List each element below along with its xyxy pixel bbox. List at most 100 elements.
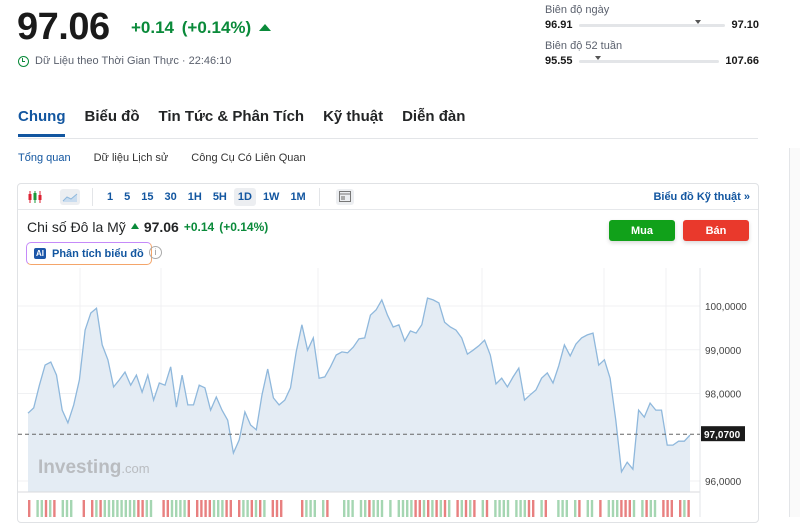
volume-bar [540,500,543,517]
volume-bar [578,500,581,517]
layout-icon[interactable] [335,188,354,205]
volume-bar [372,500,375,517]
volume-bar [259,500,262,517]
volume-bar [137,500,140,517]
area-fill [28,298,690,492]
day-range-low: 96.91 [545,19,573,31]
buy-button[interactable]: Mua [609,220,675,241]
volume-bar [666,500,669,517]
volume-bar [485,500,489,517]
timeframe-1[interactable]: 1 [107,190,114,203]
volume-bar [275,500,279,517]
volume-bar [187,500,190,517]
volume-bar [326,500,329,517]
volume-bar [280,500,283,517]
volume-bar [456,500,459,517]
subnav-tong-quan[interactable]: Tổng quan [18,152,71,164]
volume-bar [36,500,39,517]
volume-bar [662,500,665,517]
candlestick-icon[interactable] [26,189,44,205]
tabs-divider [18,138,758,139]
volume-bar [502,500,505,517]
y-tick-label: 98,0000 [705,390,742,401]
timeframe-1D[interactable]: 1D [233,187,256,206]
tab-ky-thuat[interactable]: Kỹ thuật [323,108,384,125]
volume-bar [313,500,316,517]
volume-bar [506,500,510,517]
volume-bar [183,500,186,517]
volume-bar [435,500,438,517]
volume-bar [170,500,174,517]
volume-bar [359,500,363,517]
subnav-cong-cu[interactable]: Công Cụ Có Liên Quan [191,152,306,164]
volume-bar [620,500,623,517]
volume-bar [225,500,228,517]
volume-bar [44,500,48,517]
volume-bar [221,500,224,517]
volume-bar [422,500,426,517]
volume-bar [149,500,153,517]
info-icon[interactable]: i [149,246,162,259]
volume-bar [70,500,73,517]
main-tabs: Chung Biểu đồ Tin Tức & Phân Tích Kỹ thu… [18,108,465,137]
volume-bar [65,500,69,517]
volume-bar [95,500,98,517]
instrument-change-pct: (+0.14%) [219,220,269,234]
volume-bar [687,500,690,517]
volume-bar [212,500,216,517]
week52-range-high: 107.66 [725,55,759,67]
volume-bar [120,500,123,517]
instrument-price: 97.06 [143,219,179,235]
timeframe-1M[interactable]: 1M [290,190,306,203]
volume-bar [473,500,476,517]
volume-bar [309,500,312,517]
tab-bieu-do[interactable]: Biểu đồ [84,108,140,125]
sell-button[interactable]: Bán [683,220,749,241]
day-range-marker [694,19,701,24]
timeframe-5H[interactable]: 5H [212,190,227,203]
volume-bar [128,500,132,517]
realtime-status: Dữ Liệu theo Thời Gian Thực · 22:46:10 [18,55,231,67]
volume-bar [82,500,85,517]
volume-bar [179,500,182,517]
technical-chart-link[interactable]: Biểu đồ Kỹ thuật » [653,191,750,203]
timeframe-30[interactable]: 30 [164,190,177,203]
volume-bar [616,500,619,517]
ai-icon: AI [34,248,46,259]
tab-tin-tuc[interactable]: Tin Tức & Phân Tích [158,108,305,125]
tab-dien-dan[interactable]: Diễn đàn [402,108,466,125]
week52-range-label: Biên độ 52 tuần [545,40,623,52]
instrument-header: Chi số Đô la Mỹ 97.06 +0.14 (+0.14%) [27,219,268,235]
volume-bar [305,500,308,517]
up-triangle-icon [259,24,272,31]
volume-bar [368,500,371,517]
quote-price: 97.06 [17,6,110,48]
timeframe-1H[interactable]: 1H [187,190,202,203]
volume-bar [561,500,564,517]
timeframe-15[interactable]: 15 [141,190,154,203]
volume-bar [250,500,253,517]
volume-bar [574,500,577,517]
volume-bar [679,500,682,517]
y-tick-label: 100,0000 [705,302,747,313]
side-panel-edge [789,148,800,517]
tab-chung[interactable]: Chung [18,108,66,137]
volume-bar [628,500,631,517]
volume-bar [481,500,484,517]
ai-analysis-button[interactable]: AI Phân tích biểu đồ [26,242,152,265]
area-chart-icon[interactable] [60,188,80,205]
volume-bar [112,500,115,517]
subnav-du-lieu-lich-su[interactable]: Dữ liệu Lịch sử [93,152,169,164]
price-chart[interactable]: Investing.com 100,0000 99,0000 98,0000 96,00… [18,268,758,517]
timeframe-5[interactable]: 5 [124,190,131,203]
clock-icon [18,55,29,67]
volume-bar [607,500,610,517]
realtime-label: Dữ Liệu theo Thời Gian Thực · 22:46:10 [35,55,232,67]
volume-bar [645,500,648,517]
last-price-label: 97,0700 [704,430,741,441]
volume-bar [343,500,346,517]
volume-bar [263,500,266,517]
volume-bar [397,500,400,517]
volume-bar [162,500,165,517]
timeframe-1W[interactable]: 1W [262,190,280,203]
